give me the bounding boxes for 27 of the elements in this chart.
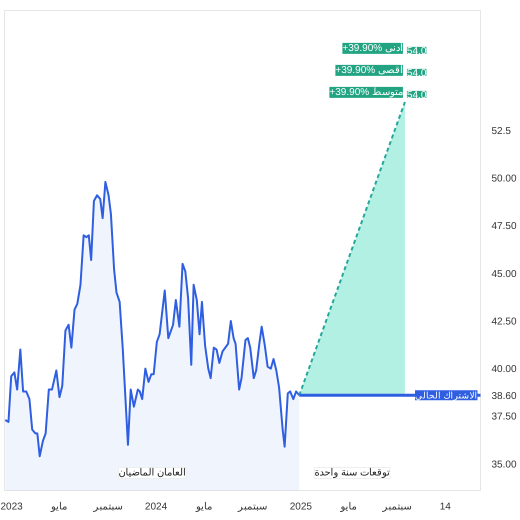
- x-tick-label: مايو: [339, 502, 356, 512]
- x-tick-label: 2025: [290, 502, 312, 512]
- y-tick-label: 35.00: [492, 459, 517, 470]
- y-tick-label: 50.00: [492, 174, 517, 185]
- y-tick-label: 52.5: [492, 126, 512, 137]
- x-tick-label: سبتمبر: [92, 502, 122, 512]
- annotation: 54.0: [406, 46, 427, 57]
- annotation: 54.0: [406, 90, 427, 101]
- annotation: +39.90% أقصى: [335, 62, 403, 76]
- annotation: توقعات سنة واحدة: [314, 468, 390, 478]
- x-tick-label: 2023: [0, 502, 24, 512]
- y-tick-label: 38.60: [492, 390, 517, 402]
- ref-line-label: الاشتراك الحالي: [415, 390, 478, 402]
- x-tick-label: سبتمبر: [382, 502, 412, 512]
- y-tick-label: 40.00: [492, 364, 517, 376]
- x-tick-label: 14: [440, 502, 452, 512]
- annotation: +39.90% متوسط: [329, 86, 403, 98]
- y-tick-label: 42.50: [492, 316, 517, 328]
- x-tick-label: سبتمبر: [237, 502, 268, 512]
- y-tick-label: 45.00: [492, 268, 517, 280]
- annotation: العامان الماضيان: [118, 468, 186, 478]
- y-tick-label: 47.50: [492, 221, 517, 232]
- annotation: 54.0: [406, 68, 427, 79]
- x-tick-label: مايو: [50, 502, 68, 512]
- x-tick-label: مايو: [194, 502, 212, 512]
- y-tick-label: 37.50: [492, 412, 517, 423]
- x-tick-label: 2024: [144, 502, 168, 512]
